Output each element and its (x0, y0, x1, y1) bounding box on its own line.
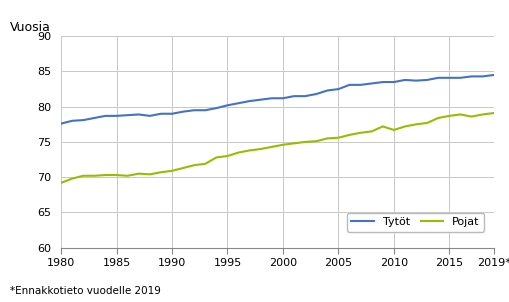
Pojat (202, 162, 208, 165)
Tytöt (213, 106, 219, 110)
Tytöt (324, 89, 330, 92)
Tytöt (169, 112, 175, 116)
Pojat (269, 145, 275, 149)
Tytöt (446, 76, 453, 80)
Tytöt (158, 112, 164, 116)
Tytöt (102, 114, 108, 118)
Tytöt (69, 119, 75, 123)
Pojat (380, 125, 386, 128)
Pojat (291, 142, 297, 145)
Pojat (258, 147, 264, 151)
Pojat (125, 174, 131, 178)
Legend: Tytöt, Pojat: Tytöt, Pojat (347, 213, 484, 232)
Pojat (169, 169, 175, 173)
Pojat (424, 121, 430, 125)
Line: Tytöt: Tytöt (61, 75, 494, 124)
Text: Vuosia: Vuosia (10, 21, 51, 34)
Tytöt (335, 87, 342, 91)
Tytöt (91, 116, 97, 120)
Tytöt (269, 96, 275, 100)
Pojat (236, 151, 242, 154)
Tytöt (236, 101, 242, 105)
Tytöt (224, 104, 231, 107)
Tytöt (136, 113, 142, 116)
Tytöt (302, 94, 308, 98)
Pojat (213, 156, 219, 159)
Tytöt (435, 76, 441, 80)
Pojat (479, 113, 486, 116)
Pojat (114, 173, 120, 177)
Tytöt (380, 80, 386, 84)
Tytöt (58, 122, 64, 125)
Tytöt (347, 83, 353, 87)
Tytöt (413, 79, 419, 82)
Tytöt (125, 113, 131, 117)
Pojat (158, 170, 164, 174)
Tytöt (247, 99, 253, 103)
Pojat (102, 173, 108, 177)
Pojat (402, 125, 408, 128)
Pojat (69, 177, 75, 180)
Pojat (335, 136, 342, 140)
Pojat (468, 115, 474, 118)
Tytöt (191, 108, 197, 112)
Pojat (80, 174, 87, 178)
Pojat (180, 166, 186, 170)
Pojat (458, 113, 464, 116)
Pojat (357, 131, 363, 135)
Tytöt (313, 92, 319, 96)
Pojat (280, 143, 286, 146)
Tytöt (369, 82, 375, 85)
Tytöt (424, 78, 430, 82)
Pojat (446, 114, 453, 118)
Pojat (324, 137, 330, 140)
Tytöt (479, 75, 486, 78)
Tytöt (458, 76, 464, 80)
Tytöt (80, 118, 87, 122)
Tytöt (280, 96, 286, 100)
Pojat (224, 154, 231, 158)
Tytöt (114, 114, 120, 118)
Pojat (313, 140, 319, 143)
Pojat (302, 140, 308, 144)
Pojat (191, 163, 197, 167)
Tytöt (180, 110, 186, 114)
Pojat (58, 181, 64, 185)
Tytöt (357, 83, 363, 87)
Pojat (491, 111, 497, 115)
Pojat (435, 116, 441, 120)
Tytöt (202, 108, 208, 112)
Line: Pojat: Pojat (61, 113, 494, 183)
Tytöt (147, 114, 153, 118)
Tytöt (402, 78, 408, 82)
Text: *Ennakkotieto vuodelle 2019: *Ennakkotieto vuodelle 2019 (10, 286, 161, 296)
Pojat (136, 172, 142, 175)
Tytöt (491, 73, 497, 77)
Pojat (413, 123, 419, 126)
Pojat (247, 149, 253, 152)
Pojat (91, 174, 97, 178)
Pojat (147, 172, 153, 176)
Pojat (347, 133, 353, 137)
Tytöt (291, 94, 297, 98)
Pojat (369, 130, 375, 133)
Tytöt (258, 98, 264, 101)
Tytöt (468, 75, 474, 78)
Pojat (391, 128, 397, 132)
Tytöt (391, 80, 397, 84)
